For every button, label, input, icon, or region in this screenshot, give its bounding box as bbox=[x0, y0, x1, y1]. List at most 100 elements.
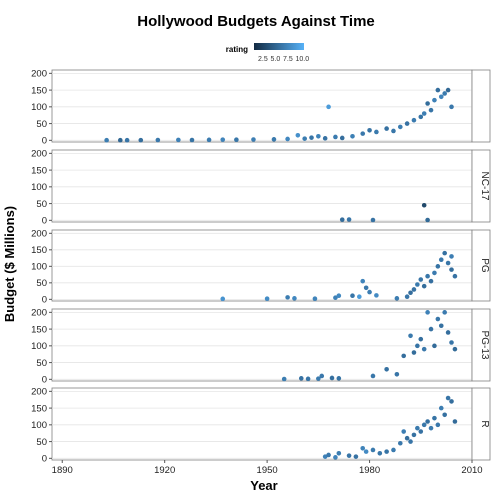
facet-panel: 0 50 100 150 200 R bbox=[31, 387, 491, 465]
data-point bbox=[357, 294, 362, 300]
y-axis-title: Budget ($ Millions) bbox=[2, 206, 17, 322]
y-tick-label: 0 bbox=[42, 216, 47, 227]
data-point bbox=[391, 447, 396, 453]
data-point bbox=[418, 277, 424, 282]
data-point bbox=[452, 273, 458, 279]
data-point bbox=[316, 134, 321, 139]
data-point bbox=[421, 111, 427, 116]
data-point bbox=[285, 136, 290, 142]
data-point bbox=[408, 439, 413, 444]
data-point bbox=[384, 449, 389, 454]
panel-background bbox=[51, 69, 473, 143]
data-point bbox=[428, 278, 434, 284]
data-point bbox=[445, 330, 451, 335]
data-point bbox=[449, 104, 454, 110]
data-point bbox=[363, 449, 369, 454]
facet-label: NC-17 bbox=[479, 172, 490, 201]
data-point bbox=[411, 287, 417, 292]
data-point bbox=[449, 340, 454, 345]
data-point bbox=[442, 91, 447, 96]
data-point bbox=[397, 124, 403, 130]
data-point bbox=[452, 346, 458, 352]
y-tick-label: 50 bbox=[36, 199, 47, 210]
data-point bbox=[309, 135, 314, 140]
data-point bbox=[251, 137, 256, 142]
facet-strip bbox=[471, 149, 491, 223]
data-point bbox=[312, 296, 318, 301]
data-point bbox=[117, 137, 123, 143]
data-point bbox=[449, 254, 454, 259]
data-point bbox=[326, 452, 331, 458]
y-tick-label: 50 bbox=[36, 278, 47, 289]
data-point bbox=[449, 399, 454, 404]
data-point bbox=[298, 376, 304, 381]
data-point bbox=[421, 422, 427, 428]
data-point bbox=[397, 440, 403, 446]
data-point bbox=[432, 97, 437, 103]
data-point bbox=[391, 128, 396, 134]
data-point bbox=[336, 376, 342, 381]
data-point bbox=[333, 134, 338, 140]
data-point bbox=[404, 294, 410, 300]
data-point bbox=[408, 290, 413, 296]
data-point bbox=[425, 273, 430, 279]
data-point bbox=[176, 137, 181, 143]
y-tick-label: 50 bbox=[36, 119, 47, 130]
data-point bbox=[138, 137, 144, 143]
facet-panel: 0 50 100 150 200 bbox=[31, 69, 491, 147]
data-point bbox=[394, 372, 400, 377]
x-tick-label: 2010 bbox=[461, 465, 482, 476]
data-point bbox=[428, 425, 434, 431]
data-point bbox=[271, 137, 277, 142]
panel-background bbox=[51, 149, 473, 223]
y-tick-label: 200 bbox=[31, 149, 47, 160]
legend-colorbar bbox=[254, 43, 304, 50]
chart-title: Hollywood Budgets Against Time bbox=[137, 13, 375, 30]
data-point bbox=[428, 326, 434, 332]
y-tick-label: 200 bbox=[31, 308, 47, 319]
data-point bbox=[418, 114, 424, 120]
y-tick-label: 50 bbox=[36, 358, 47, 369]
data-point bbox=[295, 133, 301, 138]
data-point bbox=[445, 87, 451, 93]
legend-label: 5.0 bbox=[271, 56, 281, 63]
data-point bbox=[418, 429, 424, 434]
data-point bbox=[449, 267, 454, 272]
data-point bbox=[442, 412, 447, 418]
data-point bbox=[435, 264, 441, 269]
data-point bbox=[445, 395, 451, 401]
facet-panel: 0 50 100 150 200 PG-13 bbox=[31, 308, 491, 386]
data-point bbox=[189, 137, 195, 143]
data-point bbox=[415, 282, 420, 287]
y-tick-label: 0 bbox=[42, 454, 47, 465]
data-point bbox=[401, 429, 407, 434]
data-point bbox=[305, 376, 311, 382]
legend-label: 7.5 bbox=[283, 56, 293, 63]
panel-background bbox=[51, 387, 473, 461]
data-point bbox=[411, 350, 417, 355]
data-point bbox=[442, 310, 447, 315]
data-point bbox=[336, 451, 342, 456]
data-point bbox=[438, 405, 444, 411]
data-point bbox=[370, 373, 376, 379]
data-point bbox=[234, 137, 239, 143]
data-point bbox=[377, 451, 383, 456]
data-point bbox=[445, 260, 451, 266]
data-point bbox=[350, 293, 355, 299]
legend-label: 2.5 bbox=[258, 56, 268, 63]
panel-background bbox=[51, 229, 473, 302]
facet-strip bbox=[471, 229, 491, 302]
data-point bbox=[336, 293, 342, 299]
y-tick-label: 0 bbox=[42, 295, 47, 306]
data-point bbox=[264, 296, 270, 301]
data-point bbox=[442, 250, 447, 256]
data-point bbox=[316, 376, 321, 381]
data-point bbox=[438, 257, 444, 263]
data-point bbox=[322, 454, 328, 459]
data-point bbox=[370, 217, 376, 223]
y-tick-label: 100 bbox=[31, 262, 47, 273]
data-point bbox=[432, 415, 437, 421]
data-point bbox=[360, 445, 366, 451]
data-point bbox=[155, 137, 161, 143]
data-point bbox=[425, 310, 430, 315]
